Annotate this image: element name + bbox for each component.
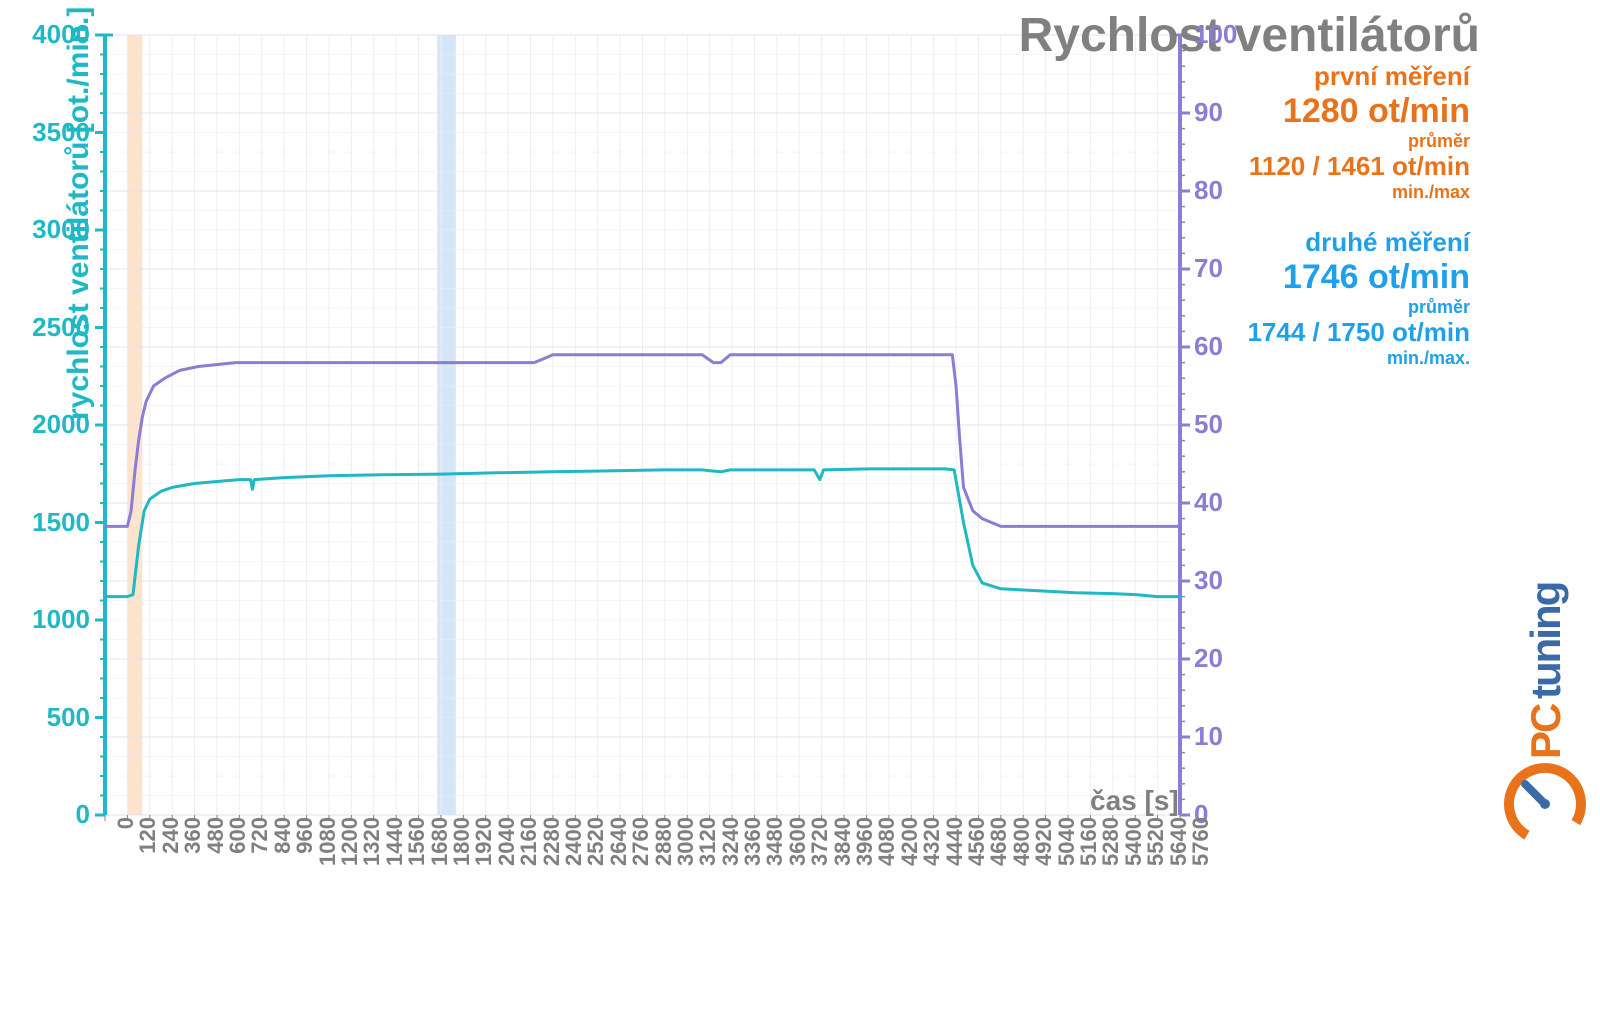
svg-text:PC: PC: [1522, 703, 1569, 759]
y-left-tick: 0: [30, 799, 90, 830]
annotation-minmax: 1120 / 1461 ot/min: [1249, 152, 1470, 182]
y-left-tick: 1500: [30, 507, 90, 538]
y-right-tick: 100: [1194, 19, 1254, 50]
annotation-first-measurement: první měření 1280 ot/min průměr 1120 / 1…: [1249, 62, 1470, 202]
y-left-tick: 3500: [30, 117, 90, 148]
pctuning-logo: PC tuning: [1500, 519, 1590, 849]
annotation-minmax: 1744 / 1750 ot/min: [1247, 318, 1470, 348]
y-right-tick: 40: [1194, 487, 1254, 518]
fan-speed-chart: Rychlost ventilátorů rychlost ventilátor…: [0, 0, 1600, 1009]
y-left-tick: 3000: [30, 214, 90, 245]
x-tick: 5760: [1188, 817, 1214, 887]
y-right-tick: 30: [1194, 565, 1254, 596]
annotation-avg-label: průměr: [1247, 297, 1470, 318]
y-left-tick: 2000: [30, 409, 90, 440]
annotation-header: druhé měření: [1247, 228, 1470, 258]
y-right-tick: 50: [1194, 409, 1254, 440]
y-right-tick: 10: [1194, 721, 1254, 752]
annotation-avg-label: průměr: [1249, 131, 1470, 152]
y-right-tick: 80: [1194, 175, 1254, 206]
annotation-header: první měření: [1249, 62, 1470, 92]
annotation-minmax-label: min./max: [1249, 182, 1470, 203]
y-left-tick: 4000: [30, 19, 90, 50]
y-right-tick: 70: [1194, 253, 1254, 284]
y-right-tick: 60: [1194, 331, 1254, 362]
annotation-value: 1280 ot/min: [1249, 92, 1470, 131]
y-right-tick: 90: [1194, 97, 1254, 128]
annotation-minmax-label: min./max.: [1247, 348, 1470, 369]
svg-text:tuning: tuning: [1522, 583, 1569, 699]
x-axis-label: čas [s]: [1090, 785, 1179, 817]
y-left-tick: 500: [30, 702, 90, 733]
y-right-tick: 20: [1194, 643, 1254, 674]
y-left-tick: 2500: [30, 312, 90, 343]
annotation-second-measurement: druhé měření 1746 ot/min průměr 1744 / 1…: [1247, 228, 1470, 368]
y-left-tick: 1000: [30, 604, 90, 635]
annotation-value: 1746 ot/min: [1247, 258, 1470, 297]
